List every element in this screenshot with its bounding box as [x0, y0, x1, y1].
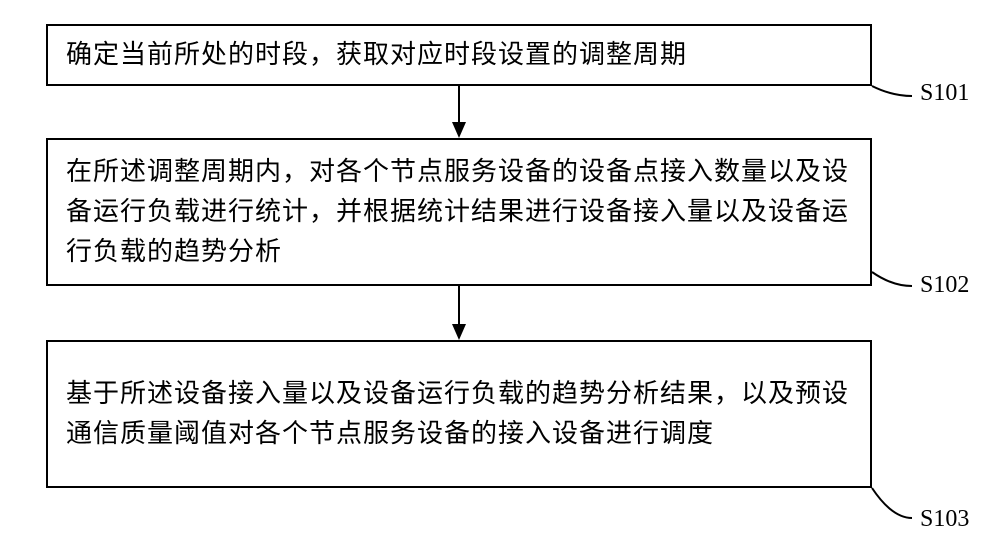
flowchart-node-2-text: 在所述调整周期内，对各个节点服务设备的设备点接入数量以及设备运行负载进行统计，并…: [66, 152, 852, 273]
label-connector-1: [872, 86, 914, 98]
flowchart-node-1: 确定当前所处的时段，获取对应时段设置的调整周期: [46, 24, 872, 86]
arrow-1: [450, 86, 468, 138]
label-connector-3: [872, 488, 914, 520]
flowchart-node-1-text: 确定当前所处的时段，获取对应时段设置的调整周期: [66, 35, 852, 75]
arrow-2: [450, 286, 468, 340]
flowchart-node-3: 基于所述设备接入量以及设备运行负载的趋势分析结果，以及预设通信质量阈值对各个节点…: [46, 340, 872, 488]
flowchart-node-2: 在所述调整周期内，对各个节点服务设备的设备点接入数量以及设备运行负载进行统计，并…: [46, 138, 872, 286]
flowchart-node-3-text: 基于所述设备接入量以及设备运行负载的趋势分析结果，以及预设通信质量阈值对各个节点…: [66, 374, 852, 455]
step-label-2: S102: [920, 272, 969, 299]
step-label-3: S103: [920, 506, 969, 533]
label-connector-2: [872, 272, 914, 288]
step-label-1: S101: [920, 80, 969, 107]
flowchart-canvas: 确定当前所处的时段，获取对应时段设置的调整周期 S101 在所述调整周期内，对各…: [0, 0, 1000, 552]
